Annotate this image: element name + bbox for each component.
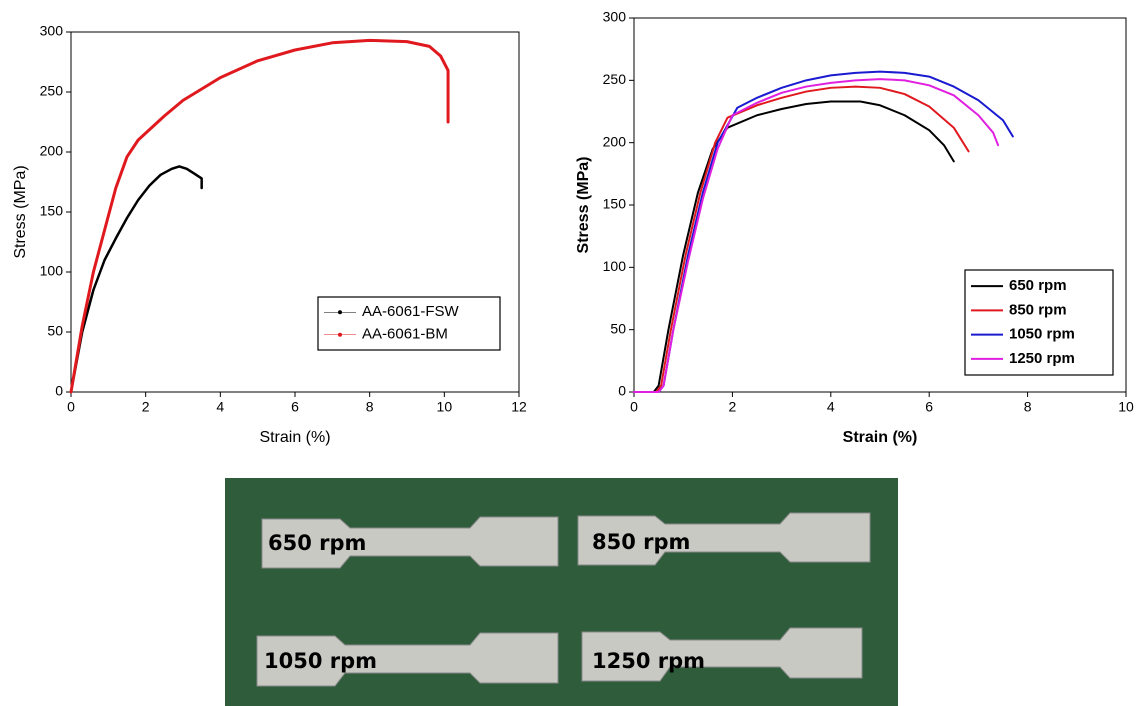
series-line <box>633 100 955 393</box>
specimen-photo: 650 rpm 850 rpm 1050 rpm 1250 rpm <box>225 478 898 706</box>
photo-label: 650 rpm <box>268 531 366 555</box>
y-tick-label: 200 <box>603 133 627 149</box>
y-tick-label: 0 <box>55 383 63 399</box>
legend-box <box>964 269 1114 376</box>
legend-label: 850 rpm <box>1009 301 1067 318</box>
x-tick-label: 2 <box>729 399 737 415</box>
y-tick-label: 0 <box>618 383 626 399</box>
y-tick-label: 50 <box>47 323 63 339</box>
series-line <box>633 78 1000 393</box>
photo-label: 850 rpm <box>592 530 690 554</box>
legend-label: AA-6061-FSW <box>362 303 460 320</box>
legend-marker <box>338 332 342 337</box>
y-axis-label: Stress (MPa) <box>575 157 592 254</box>
x-tick-label: 8 <box>366 399 374 415</box>
legend-label: AA-6061-BM <box>362 326 448 343</box>
y-axis-label: Stress (MPa) <box>12 165 29 258</box>
y-tick-label: 300 <box>603 9 627 25</box>
y-tick-label: 100 <box>40 263 64 279</box>
series-line <box>69 165 203 394</box>
x-tick-label: 10 <box>437 399 453 415</box>
y-tick-label: 150 <box>603 196 627 212</box>
legend-marker <box>338 310 342 315</box>
y-tick-label: 200 <box>40 143 64 159</box>
x-tick-label: 10 <box>1118 399 1134 415</box>
x-tick-label: 4 <box>827 399 835 415</box>
y-tick-label: 50 <box>610 320 626 336</box>
x-tick-label: 0 <box>67 399 75 415</box>
specimens <box>256 512 871 687</box>
x-axis-label: Strain (%) <box>259 429 330 446</box>
photo-label: 1250 rpm <box>592 649 705 673</box>
photo-label: 1050 rpm <box>264 649 377 673</box>
series-line <box>633 85 970 393</box>
chart: 0 2 4 6 8 10 12 0 50 100 150 200 250 300 Strain (%) Str… <box>12 23 527 447</box>
specimen <box>261 516 559 569</box>
x-axis-label: Strain (%) <box>843 429 918 446</box>
x-tick-label: 0 <box>630 399 638 415</box>
x-tick-label: 12 <box>511 399 527 415</box>
y-tick-label: 100 <box>603 258 627 274</box>
x-tick-label: 4 <box>216 399 224 415</box>
y-tick-label: 150 <box>40 203 64 219</box>
legend-label: 1050 rpm <box>1009 326 1075 343</box>
x-tick-label: 6 <box>291 399 299 415</box>
specimen <box>581 627 863 682</box>
legend-box <box>317 296 501 351</box>
x-tick-label: 8 <box>1024 399 1032 415</box>
x-tick-label: 2 <box>142 399 150 415</box>
y-tick-label: 300 <box>40 23 64 39</box>
y-tick-label: 250 <box>40 83 64 99</box>
legend-label: 1250 rpm <box>1009 350 1075 367</box>
y-tick-label: 250 <box>603 71 627 87</box>
x-tick-label: 6 <box>925 399 933 415</box>
specimen <box>256 632 559 687</box>
legend-label: 650 rpm <box>1009 277 1067 294</box>
series-line <box>69 38 450 394</box>
specimen <box>577 512 871 566</box>
